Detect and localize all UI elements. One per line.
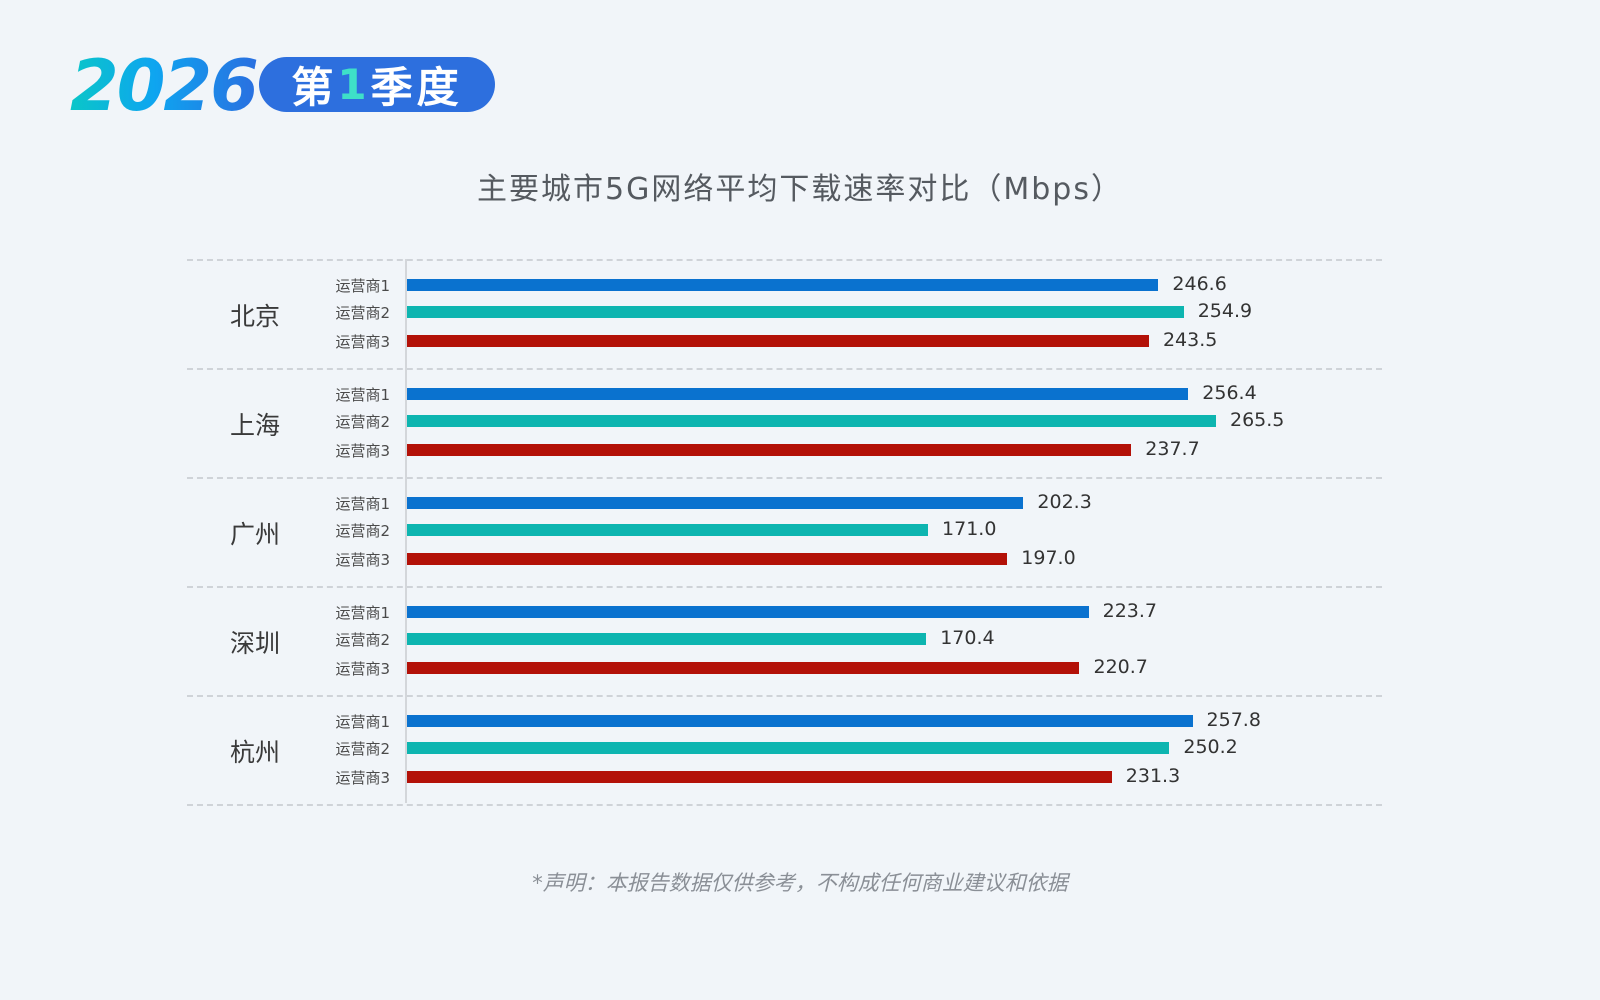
- city-label: 广州: [229, 520, 280, 549]
- value-label: 265.5: [1230, 409, 1285, 431]
- bar-2: [407, 306, 1184, 318]
- quarter-suffix: 季度: [370, 63, 463, 112]
- operator-label: 运营商1: [335, 386, 390, 404]
- bar-2: [407, 415, 1216, 427]
- value-label: 202.3: [1037, 491, 1092, 513]
- city-label: 深圳: [229, 629, 280, 658]
- bar-3: [407, 553, 1008, 565]
- quarter-badge: 第 1 季度: [259, 57, 495, 112]
- city-label: 北京: [229, 302, 280, 331]
- value-label: 197.0: [1021, 547, 1076, 569]
- value-label: 220.7: [1093, 656, 1148, 678]
- operator-label: 运营商1: [335, 604, 390, 622]
- bar-3: [407, 444, 1132, 456]
- value-label: 257.8: [1206, 709, 1261, 731]
- bar-1: [407, 497, 1024, 509]
- group-divider: [187, 695, 1382, 697]
- value-label: 223.7: [1102, 600, 1158, 622]
- city-label: 杭州: [229, 738, 280, 767]
- bar-2: [407, 742, 1170, 754]
- group-divider: [187, 259, 1382, 261]
- year-heading: 2026: [70, 45, 259, 127]
- operator-label: 运营商2: [335, 631, 390, 649]
- bar-3: [407, 771, 1112, 783]
- quarter-number: 1: [337, 60, 371, 109]
- chart-title: 主要城市5G网络平均下载速率对比（Mbps）: [477, 172, 1123, 207]
- operator-label: 运营商3: [335, 769, 390, 787]
- value-label: 243.5: [1162, 329, 1218, 351]
- value-label: 246.6: [1172, 273, 1227, 295]
- operator-label: 运营商1: [335, 495, 390, 513]
- bar-1: [407, 388, 1189, 400]
- value-label: 250.2: [1183, 736, 1238, 758]
- operator-label: 运营商1: [335, 277, 390, 295]
- group-divider: [187, 477, 1382, 479]
- disclaimer: *声明：本报告数据仅供参考，不构成任何商业建议和依据: [532, 871, 1068, 895]
- category-axis-line: [405, 259, 407, 803]
- operator-label: 运营商3: [335, 660, 390, 678]
- bar-3: [407, 662, 1080, 674]
- value-label: 254.9: [1197, 300, 1253, 322]
- bar-1: [407, 606, 1089, 618]
- bar-3: [407, 335, 1149, 347]
- bar-1: [407, 279, 1159, 291]
- bar-2: [407, 633, 927, 645]
- operator-label: 运营商3: [335, 442, 390, 460]
- value-label: 237.7: [1145, 438, 1200, 460]
- quarter-prefix: 第: [291, 63, 338, 112]
- value-label: 231.3: [1125, 765, 1181, 787]
- bar-2: [407, 524, 929, 536]
- operator-label: 运营商2: [335, 740, 390, 758]
- operator-label: 运营商3: [335, 333, 390, 351]
- value-label: 256.4: [1202, 382, 1257, 404]
- operator-label: 运营商1: [335, 713, 390, 731]
- operator-label: 运营商2: [335, 304, 390, 322]
- group-divider: [187, 368, 1382, 370]
- operator-label: 运营商3: [335, 551, 390, 569]
- operator-label: 运营商2: [335, 522, 390, 540]
- group-divider: [187, 804, 1382, 806]
- bar-1: [407, 715, 1193, 727]
- value-label: 171.0: [942, 518, 997, 540]
- value-label: 170.4: [940, 627, 995, 649]
- operator-label: 运营商2: [335, 413, 390, 431]
- group-divider: [187, 586, 1382, 588]
- city-label: 上海: [229, 411, 280, 440]
